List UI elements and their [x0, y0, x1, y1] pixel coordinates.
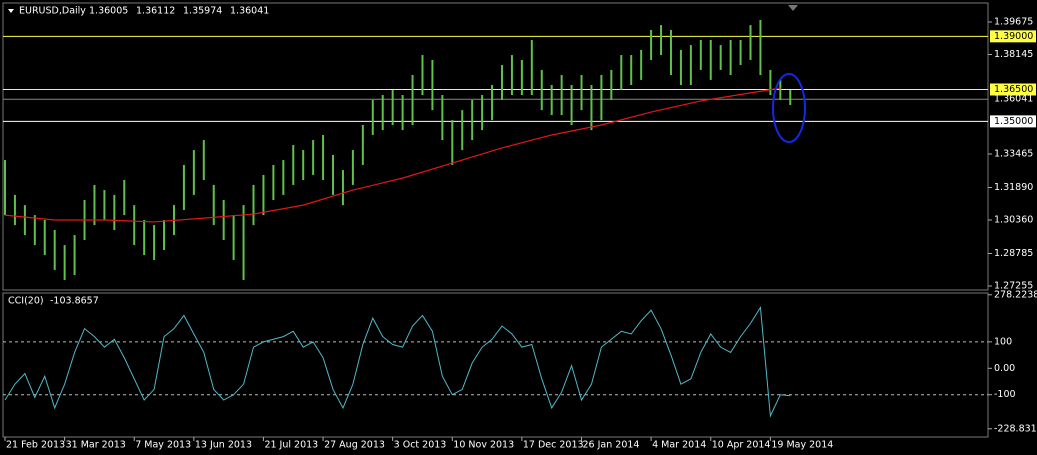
y-tick-label: -228.8311 [994, 423, 1037, 434]
x-tick-label: 26 Jan 2014 [583, 440, 640, 451]
x-tick-label: 21 Feb 2013 [6, 440, 65, 451]
header-open: 1.36005 [89, 6, 128, 17]
x-tick-label: 4 Mar 2014 [652, 440, 706, 451]
cci-last-value: -103.8657 [50, 296, 99, 307]
shift-marker [788, 5, 798, 11]
moving-average [4, 87, 781, 223]
x-tick-label: 10 Apr 2014 [712, 440, 771, 451]
level-label-bg [990, 83, 1036, 96]
menu-arrow[interactable] [8, 9, 14, 13]
x-tick-label: 19 May 2014 [771, 440, 833, 451]
x-tick-label: 7 May 2013 [135, 440, 191, 451]
header-high: 1.36112 [136, 6, 175, 17]
cci-line [4, 306, 791, 418]
level-label: 1.35000 [994, 116, 1033, 127]
y-tick-label: 1.28785 [994, 248, 1033, 259]
cci-title: CCI(20) [8, 296, 44, 307]
level-label-bg [990, 115, 1036, 128]
x-tick-label: 21 Jul 2013 [264, 440, 318, 451]
header-low: 1.35974 [183, 6, 222, 17]
y-tick-label: 1.31890 [994, 182, 1033, 193]
y-tick-label: 100 [994, 336, 1012, 347]
x-tick-label: 17 Dec 2013 [523, 440, 584, 451]
level-label: 1.39000 [994, 31, 1033, 42]
y-tick-label: 1.27255 [994, 281, 1033, 292]
y-tick-label: 1.33465 [994, 149, 1033, 160]
level-label-bg [990, 30, 1036, 43]
y-tick-label: -100 [994, 389, 1016, 400]
cci-panel-frame [2, 292, 989, 438]
price-panel-frame [2, 2, 989, 291]
y-tick-label: 0.00 [994, 363, 1015, 374]
y-tick-label: 1.30360 [994, 215, 1033, 226]
plot-layer: 1.39675 1.38145 1.33465 1.31890 1.30360 1.287… [3, 17, 1037, 451]
y-tick-label: 278.2238 [994, 289, 1037, 300]
header-close: 1.36041 [230, 6, 269, 17]
highlight-ellipse [772, 73, 806, 143]
y-tick-label: 1.39675 [994, 17, 1033, 28]
level-label: 1.36500 [994, 84, 1033, 95]
x-tick-label: 31 Mar 2013 [66, 440, 126, 451]
x-tick-label: 27 Aug 2013 [324, 440, 385, 451]
x-tick-label: 3 Oct 2013 [394, 440, 447, 451]
y-tick-label: 1.38145 [994, 49, 1033, 60]
current-price-label: 1.36041 [994, 94, 1033, 105]
chart-title: EURUSD,Daily [19, 6, 86, 17]
x-tick-label: 10 Nov 2013 [453, 440, 514, 451]
x-tick-label: 13 Jun 2013 [195, 440, 252, 451]
